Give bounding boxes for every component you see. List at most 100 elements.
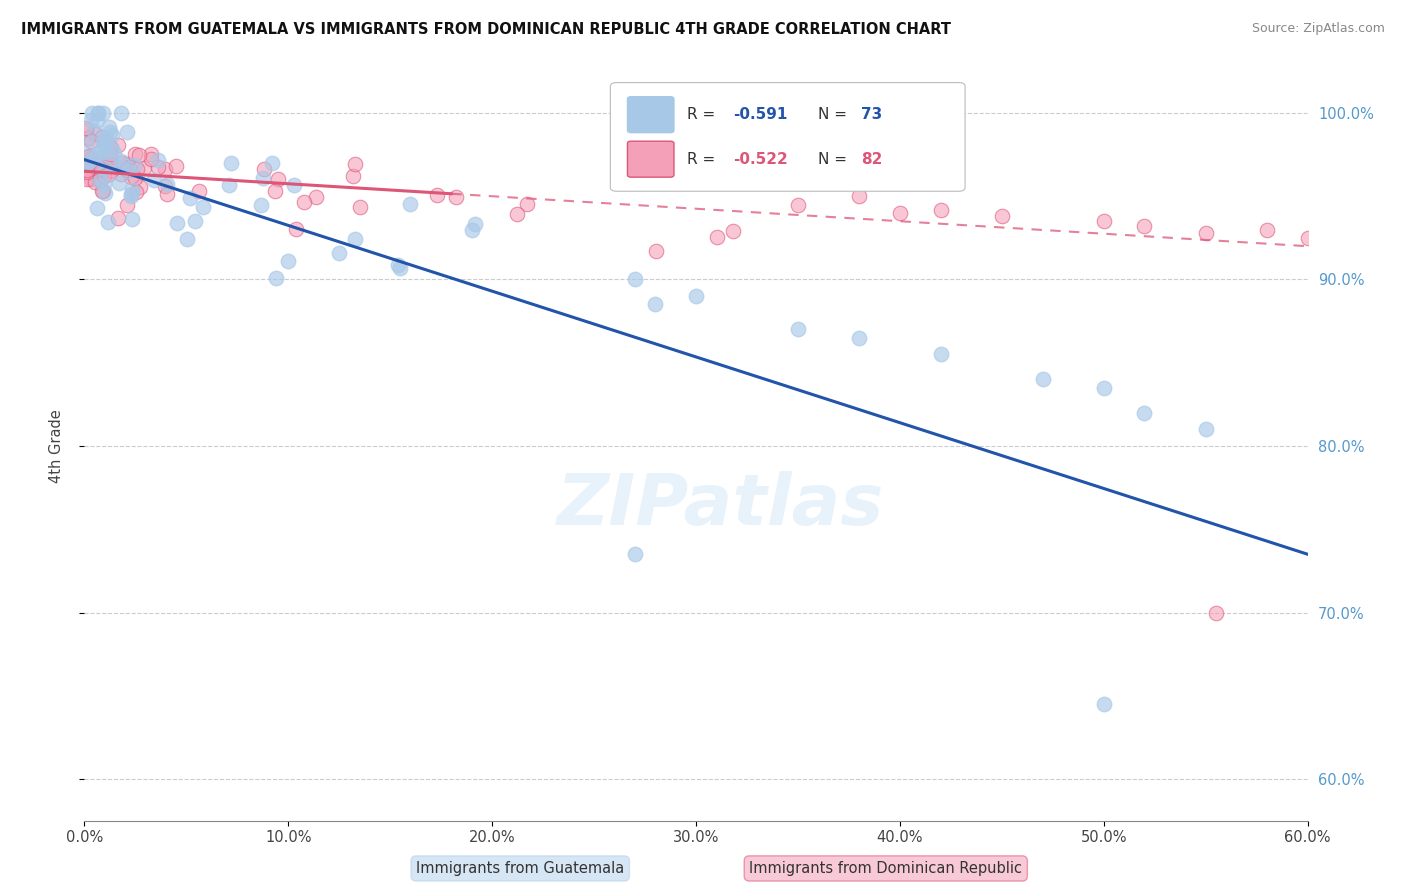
Point <box>101 142 124 156</box>
Point <box>146 160 169 174</box>
Point <box>387 258 409 272</box>
Point <box>115 198 138 212</box>
FancyBboxPatch shape <box>610 83 965 191</box>
Text: IMMIGRANTS FROM GUATEMALA VS IMMIGRANTS FROM DOMINICAN REPUBLIC 4TH GRADE CORREL: IMMIGRANTS FROM GUATEMALA VS IMMIGRANTS … <box>21 22 950 37</box>
Point <box>142 173 165 187</box>
Point <box>165 160 187 174</box>
Point <box>97 167 120 181</box>
Point <box>77 153 100 168</box>
Point <box>75 122 97 136</box>
Text: ZIPatlas: ZIPatlas <box>557 472 884 541</box>
Point <box>117 163 139 178</box>
Point <box>349 200 371 214</box>
Point <box>77 130 100 145</box>
Point <box>464 217 486 231</box>
Point <box>94 161 117 175</box>
Point <box>91 106 114 120</box>
Point <box>97 150 120 164</box>
Point <box>84 128 107 142</box>
Text: 82: 82 <box>860 152 883 167</box>
Text: 73: 73 <box>860 107 883 122</box>
Point <box>90 161 112 176</box>
Point <box>219 156 242 170</box>
Point <box>76 165 98 179</box>
Point <box>86 201 108 215</box>
Point <box>283 178 305 192</box>
Point <box>139 152 162 166</box>
Point <box>277 254 299 268</box>
Point <box>121 212 143 227</box>
Point <box>91 136 114 150</box>
Point <box>991 209 1014 223</box>
Point <box>1195 422 1218 436</box>
Point <box>128 147 150 161</box>
Point <box>97 215 120 229</box>
Point <box>93 137 115 152</box>
Point <box>100 164 122 178</box>
Point <box>83 175 105 189</box>
Point <box>252 170 274 185</box>
Point <box>80 112 103 127</box>
Point <box>115 162 138 177</box>
Point <box>110 106 132 120</box>
Point <box>101 128 124 143</box>
Point <box>98 157 121 171</box>
Point <box>328 246 350 260</box>
Point <box>93 169 115 183</box>
Point <box>148 153 170 168</box>
Point <box>218 178 240 192</box>
Text: R =: R = <box>688 107 720 122</box>
Text: R =: R = <box>688 152 720 167</box>
Point <box>848 189 870 203</box>
Point <box>685 289 707 303</box>
Text: -0.522: -0.522 <box>733 152 787 167</box>
Point <box>75 121 97 136</box>
Point <box>108 176 131 190</box>
Point <box>107 211 129 226</box>
Point <box>80 172 103 186</box>
Point <box>87 106 110 120</box>
Point <box>87 106 110 120</box>
Point <box>77 156 100 170</box>
Point <box>264 271 287 285</box>
FancyBboxPatch shape <box>627 96 673 133</box>
Point <box>929 347 952 361</box>
Point <box>706 230 728 244</box>
Point <box>253 161 276 176</box>
Point <box>80 134 103 148</box>
Point <box>91 184 114 198</box>
Point <box>91 184 114 198</box>
Point <box>1195 226 1218 240</box>
Point <box>98 120 121 134</box>
Point <box>1133 406 1156 420</box>
Point <box>125 161 148 176</box>
Point <box>179 190 201 204</box>
Point <box>77 157 100 171</box>
Point <box>399 197 422 211</box>
Point <box>787 322 810 336</box>
Point <box>91 163 114 178</box>
Point <box>644 297 666 311</box>
Point <box>90 144 112 158</box>
Point <box>426 188 449 202</box>
Point <box>624 272 647 286</box>
Point <box>94 186 117 200</box>
Text: Immigrants from Dominican Republic: Immigrants from Dominican Republic <box>749 861 1022 876</box>
Y-axis label: 4th Grade: 4th Grade <box>49 409 63 483</box>
Point <box>120 187 142 202</box>
Point <box>77 155 100 169</box>
Point <box>1205 606 1227 620</box>
Point <box>89 174 111 188</box>
Point <box>94 132 117 146</box>
Point <box>389 260 412 275</box>
Point <box>266 171 288 186</box>
Point <box>446 190 468 204</box>
Point <box>107 137 129 152</box>
Point <box>120 169 142 184</box>
Point <box>115 124 138 138</box>
Point <box>187 185 209 199</box>
Point <box>121 183 143 197</box>
Point <box>100 157 122 171</box>
Point <box>342 169 364 183</box>
Text: N =: N = <box>818 107 852 122</box>
